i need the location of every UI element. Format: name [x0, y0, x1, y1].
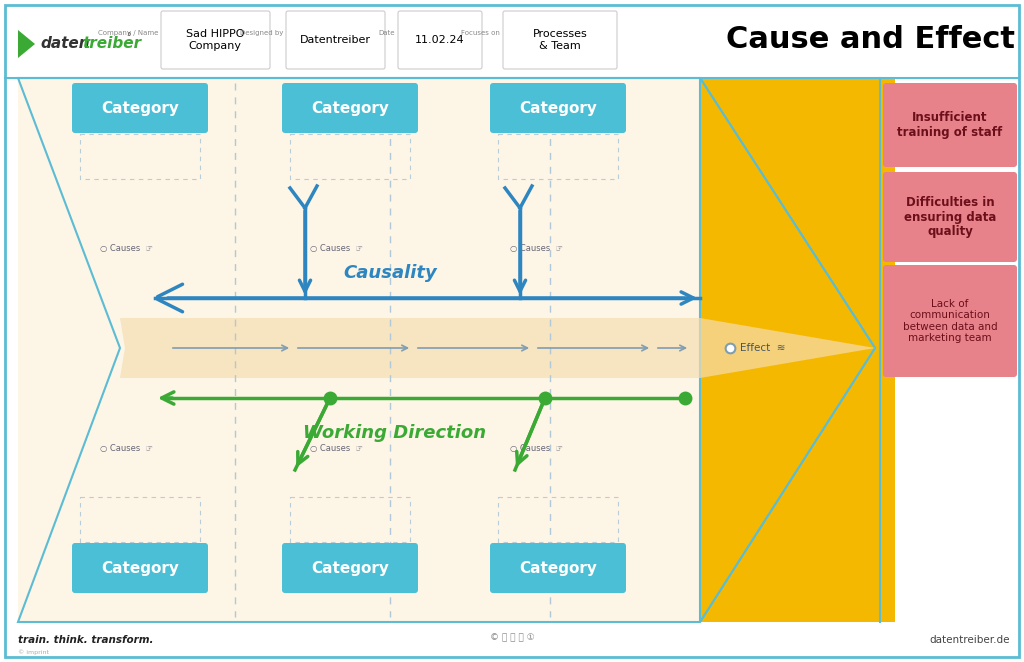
- FancyBboxPatch shape: [5, 5, 1019, 657]
- Text: Focuses on: Focuses on: [461, 30, 500, 36]
- FancyBboxPatch shape: [72, 83, 208, 133]
- FancyBboxPatch shape: [883, 172, 1017, 262]
- Text: Category: Category: [311, 101, 389, 115]
- FancyBboxPatch shape: [286, 11, 385, 69]
- Text: ○ Causes  ☞: ○ Causes ☞: [510, 444, 563, 453]
- Text: Difficulties in
ensuring data
quality: Difficulties in ensuring data quality: [904, 195, 996, 238]
- Polygon shape: [120, 318, 874, 378]
- Polygon shape: [700, 78, 874, 622]
- Text: Date: Date: [379, 30, 395, 36]
- Text: ○ Causes  ☞: ○ Causes ☞: [510, 244, 563, 252]
- Text: Category: Category: [519, 101, 597, 115]
- Text: daten: daten: [40, 36, 90, 52]
- Text: Effect  ≋: Effect ≋: [740, 343, 785, 353]
- Bar: [700, 78, 895, 622]
- FancyBboxPatch shape: [72, 543, 208, 593]
- Text: Category: Category: [519, 561, 597, 575]
- Text: Company / Name: Company / Name: [97, 30, 158, 36]
- Text: Sad HIPPO
Company: Sad HIPPO Company: [185, 29, 245, 51]
- Text: treiber: treiber: [82, 36, 141, 52]
- Text: ○ Causes  ☞: ○ Causes ☞: [100, 244, 153, 252]
- Text: train. think. transform.: train. think. transform.: [18, 635, 154, 645]
- Text: Datentreiber: Datentreiber: [299, 35, 371, 45]
- Text: ○ Causes  ☞: ○ Causes ☞: [100, 444, 153, 453]
- Text: Insufficient
training of staff: Insufficient training of staff: [897, 111, 1002, 139]
- Text: Category: Category: [101, 561, 179, 575]
- Text: © imprint: © imprint: [18, 649, 49, 655]
- Text: ○ Causes  ☞: ○ Causes ☞: [310, 444, 362, 453]
- Text: Cause and Effect: Cause and Effect: [725, 26, 1015, 54]
- FancyBboxPatch shape: [161, 11, 270, 69]
- FancyBboxPatch shape: [282, 83, 418, 133]
- Text: Processes
& Team: Processes & Team: [532, 29, 588, 51]
- Text: Causality: Causality: [343, 264, 437, 282]
- Text: °: °: [126, 32, 131, 42]
- Text: ○ Causes  ☞: ○ Causes ☞: [310, 244, 362, 252]
- FancyBboxPatch shape: [883, 265, 1017, 377]
- FancyBboxPatch shape: [490, 543, 626, 593]
- Text: Lack of
communication
between data and
marketing team: Lack of communication between data and m…: [903, 299, 997, 344]
- Text: datentreiber.de: datentreiber.de: [930, 635, 1010, 645]
- Text: Category: Category: [101, 101, 179, 115]
- FancyBboxPatch shape: [883, 83, 1017, 167]
- FancyBboxPatch shape: [503, 11, 617, 69]
- Text: Designed by: Designed by: [240, 30, 283, 36]
- Text: © ⓒ ⓒ ⓒ ①: © ⓒ ⓒ ⓒ ①: [489, 634, 535, 643]
- Text: 11.02.24: 11.02.24: [415, 35, 465, 45]
- Polygon shape: [18, 30, 35, 58]
- FancyBboxPatch shape: [282, 543, 418, 593]
- FancyBboxPatch shape: [490, 83, 626, 133]
- FancyBboxPatch shape: [398, 11, 482, 69]
- Polygon shape: [18, 78, 874, 622]
- Text: Category: Category: [311, 561, 389, 575]
- Bar: [18, 78, 700, 622]
- Text: Working Direction: Working Direction: [303, 424, 486, 442]
